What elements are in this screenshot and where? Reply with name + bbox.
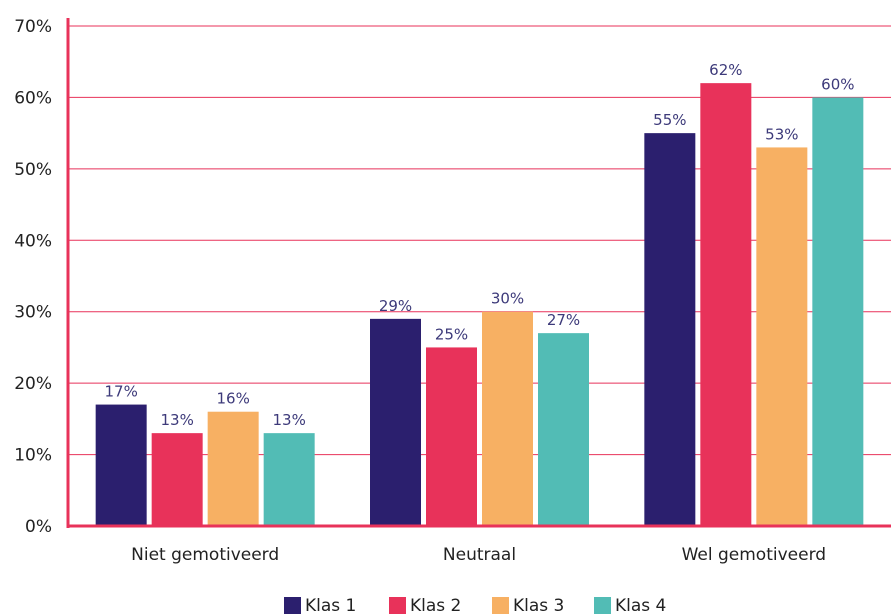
bar	[370, 318, 421, 526]
category-label: Niet gemotiveerd	[131, 545, 279, 565]
y-tick-label: 40%	[14, 231, 52, 251]
data-label: 13%	[160, 411, 193, 429]
data-label: 17%	[104, 383, 137, 401]
gridlines	[68, 25, 891, 456]
bar	[151, 433, 203, 526]
legend-swatch	[284, 597, 301, 614]
bars	[95, 83, 864, 527]
legend-swatch	[492, 597, 509, 614]
category-labels: Niet gemotiveerd Neutraal Wel gemotiveerd	[131, 545, 826, 565]
legend-label: Klas 4	[615, 596, 666, 616]
data-label: 13%	[272, 411, 305, 429]
data-label: 55%	[653, 111, 686, 129]
data-labels: 17% 13% 16% 13% 29% 25% 30% 27% 55% 62% 53% 60%	[104, 61, 854, 429]
y-tick-label: 30%	[14, 303, 52, 323]
y-tick-label: 0%	[25, 517, 52, 537]
y-tick-label: 10%	[14, 446, 52, 466]
category-label: Wel gemotiveerd	[682, 545, 826, 565]
data-label: 60%	[821, 75, 854, 93]
bar	[207, 411, 259, 526]
legend-item: Klas 4	[594, 596, 666, 616]
y-axis-ticks: 0% 10% 20% 30% 40% 50% 60% 70%	[14, 17, 52, 537]
y-tick-label: 60%	[14, 88, 52, 108]
legend-item: Klas 3	[492, 596, 564, 616]
category-label: Neutraal	[443, 545, 516, 565]
bar	[700, 83, 752, 527]
legend-label: Klas 1	[305, 596, 356, 616]
legend-item: Klas 1	[284, 596, 356, 616]
axes	[66, 18, 891, 528]
bar	[263, 433, 315, 526]
y-tick-label: 50%	[14, 160, 52, 180]
bar	[756, 147, 808, 526]
bar	[426, 347, 477, 526]
legend-label: Klas 2	[410, 596, 461, 616]
bar	[812, 97, 864, 526]
data-label: 29%	[379, 297, 412, 315]
data-label: 27%	[547, 311, 580, 329]
y-tick-label: 20%	[14, 374, 52, 394]
data-label: 16%	[216, 390, 249, 408]
bar	[482, 311, 533, 526]
data-label: 25%	[435, 325, 468, 343]
bar	[644, 133, 696, 526]
bar	[95, 404, 147, 526]
data-label: 62%	[709, 61, 742, 79]
legend: Klas 1 Klas 2 Klas 3 Klas 4	[284, 596, 666, 616]
data-label: 30%	[491, 290, 524, 308]
bar	[538, 333, 589, 526]
legend-item: Klas 2	[389, 596, 461, 616]
legend-swatch	[594, 597, 611, 614]
legend-swatch	[389, 597, 406, 614]
y-tick-label: 70%	[14, 17, 52, 37]
legend-label: Klas 3	[513, 596, 564, 616]
data-label: 53%	[765, 125, 798, 143]
